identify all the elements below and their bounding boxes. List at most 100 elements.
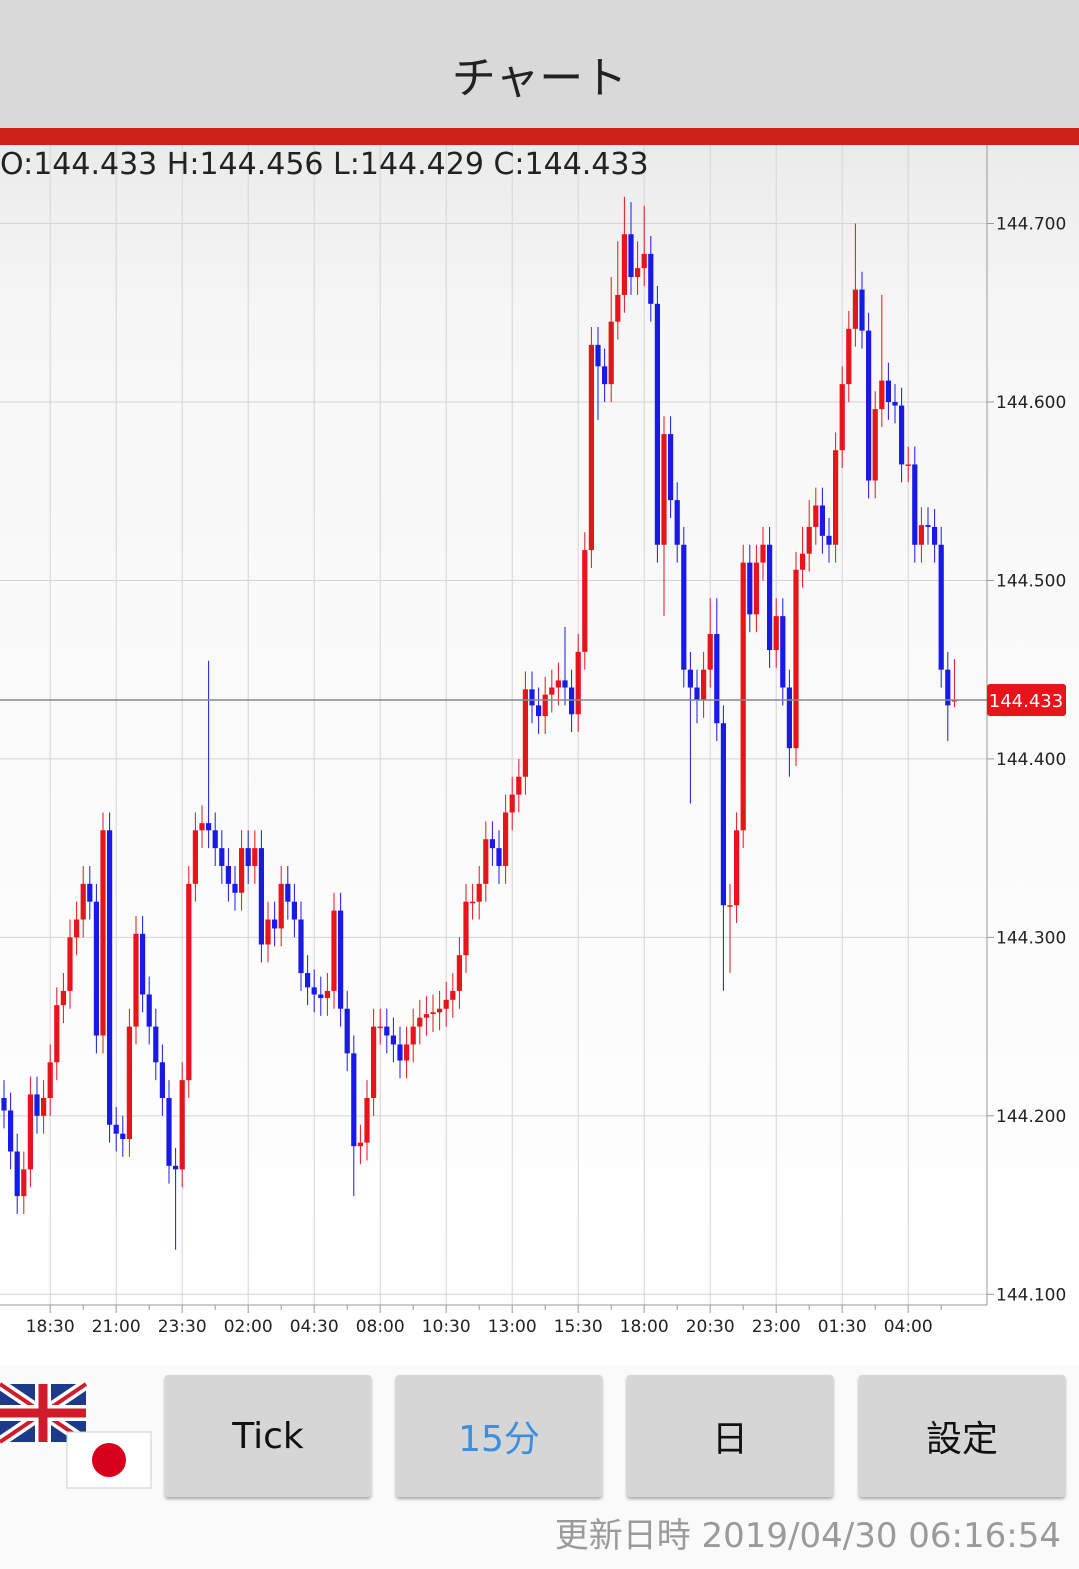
candle-body: [41, 1097, 47, 1116]
candle-body: [912, 464, 918, 545]
x-tick-label: 01:30: [818, 1317, 867, 1337]
candle-body: [687, 669, 693, 688]
candle-body: [8, 1110, 14, 1152]
candle-body: [562, 680, 568, 688]
chart: 144.100 144.200 144.300 144.400 144.500 144.6…: [0, 145, 1079, 1365]
ohlc-readout: O:144.433 H:144.456 L:144.429 C:144.433: [0, 147, 649, 182]
candle-body: [793, 569, 799, 749]
x-tick-label: 04:00: [884, 1317, 933, 1337]
y-tick-label: 144.200: [996, 1107, 1066, 1127]
candle-body: [542, 694, 548, 717]
candle-body: [925, 525, 931, 527]
timeframe-button[interactable]: 日: [627, 1375, 833, 1497]
candle-body: [780, 616, 786, 688]
candle-body: [21, 1169, 27, 1197]
candle-body: [516, 776, 522, 795]
candle-body: [278, 883, 284, 929]
candle-body: [938, 544, 944, 670]
candle-body: [199, 823, 205, 831]
candle-body: [146, 994, 152, 1027]
candle-body: [595, 344, 601, 367]
x-tick-label: 15:30: [554, 1317, 603, 1337]
candle-body: [806, 526, 812, 554]
candle-body: [918, 525, 924, 545]
japan-flag: [66, 1431, 152, 1489]
candle-body: [740, 562, 746, 831]
candle-body: [489, 839, 495, 849]
x-tick-label: 10:30: [422, 1317, 471, 1337]
candle-body: [483, 839, 489, 884]
candle-body: [225, 865, 231, 884]
candle-body: [555, 680, 561, 688]
chart-background: [0, 145, 1079, 1365]
candle-body: [384, 1026, 390, 1036]
candle-body: [879, 380, 885, 410]
candle-body: [707, 633, 713, 670]
candle-body: [522, 689, 528, 777]
candle-body: [54, 1005, 60, 1063]
candle-body: [575, 651, 581, 715]
candle-body: [239, 848, 245, 893]
candle-body: [681, 544, 687, 670]
candle-body: [423, 1014, 429, 1018]
timeframe-button[interactable]: 設定: [859, 1375, 1065, 1497]
candle-body: [47, 1062, 53, 1098]
candle-body: [734, 830, 740, 906]
x-tick-label: 21:00: [92, 1317, 141, 1337]
y-tick-label: 144.500: [996, 571, 1066, 591]
candle-body: [661, 434, 667, 545]
candle-body: [417, 1017, 423, 1027]
candle-body: [80, 883, 86, 920]
candle-body: [107, 830, 113, 1125]
candle-body: [628, 234, 634, 278]
candle-body: [74, 919, 80, 938]
candle-body: [153, 1026, 159, 1063]
candle-body: [14, 1151, 20, 1197]
x-tick-label: 18:30: [26, 1317, 75, 1337]
x-tick-label: 02:00: [224, 1317, 273, 1337]
candle-body: [866, 330, 872, 481]
candle-body: [582, 550, 588, 652]
top-bar: チャート: [0, 0, 1079, 128]
candle-body: [615, 294, 621, 322]
candle-body: [265, 919, 271, 945]
candle-body: [826, 535, 832, 545]
candle-body: [173, 1165, 179, 1170]
candle-body: [318, 994, 324, 999]
y-tick-label: 144.400: [996, 750, 1066, 770]
candle-body: [430, 1012, 436, 1015]
candle-body: [932, 526, 938, 545]
candle-body: [324, 990, 330, 999]
candle-body: [87, 883, 93, 902]
timeframe-button[interactable]: 15分: [396, 1375, 602, 1497]
candle-body: [846, 328, 852, 385]
candle-body: [206, 823, 212, 831]
candle-body: [285, 883, 291, 902]
candle-body: [113, 1124, 119, 1134]
candle-body: [852, 289, 858, 329]
x-tick-label: 23:30: [158, 1317, 207, 1337]
candle-body: [767, 544, 773, 651]
currency-flags: [0, 1380, 152, 1489]
x-tick-label: 04:30: [290, 1317, 339, 1337]
candle-body: [905, 464, 911, 466]
candle-body: [397, 1044, 403, 1061]
candle-body: [747, 562, 753, 615]
candle-body: [219, 848, 225, 866]
candle-body: [569, 687, 575, 715]
candle-body: [311, 987, 317, 995]
candle-body: [496, 848, 502, 866]
candle-body: [899, 405, 905, 465]
timeframe-button[interactable]: Tick: [165, 1375, 371, 1497]
candle-body: [800, 553, 806, 570]
candle-body: [179, 1080, 185, 1170]
candle-body: [305, 973, 311, 988]
x-tick-label: 08:00: [356, 1317, 405, 1337]
candle-body: [272, 919, 278, 929]
candle-body: [93, 901, 99, 1036]
candle-body: [463, 901, 469, 956]
candle-body: [674, 500, 680, 545]
candle-body: [67, 937, 73, 991]
candle-body: [390, 1035, 396, 1045]
candle-body: [437, 1008, 443, 1013]
